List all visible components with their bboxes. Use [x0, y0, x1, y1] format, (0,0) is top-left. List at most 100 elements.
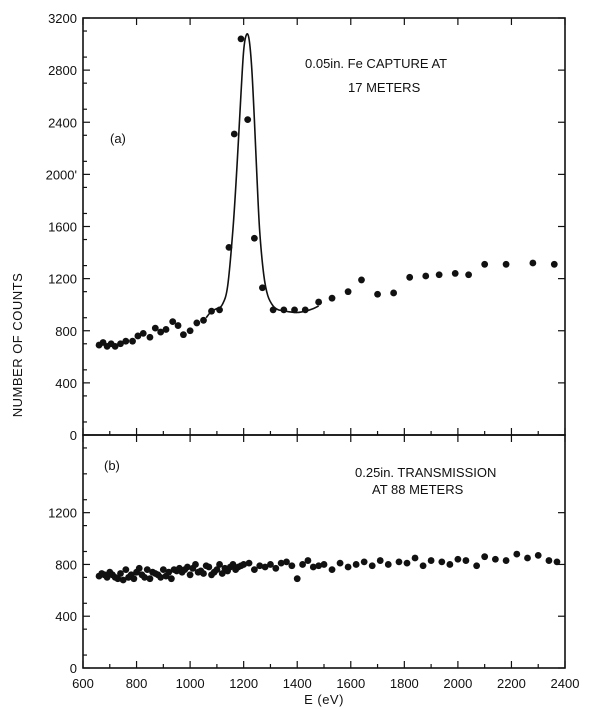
- data-point: [103, 573, 111, 581]
- panel-a-points: [95, 35, 558, 350]
- data-point: [208, 307, 215, 315]
- data-point: [218, 570, 226, 577]
- data-point: [245, 559, 253, 567]
- data-point: [157, 328, 165, 336]
- data-point: [336, 559, 344, 567]
- data-point: [119, 576, 127, 584]
- x-tick-label: 2400: [551, 676, 580, 691]
- x-tick-label: 2200: [497, 676, 526, 691]
- panel-a-y-tick-label: 800: [55, 324, 77, 339]
- data-point: [309, 563, 317, 571]
- data-point: [250, 234, 258, 242]
- panel-a-y-tick-label: 0: [70, 428, 77, 443]
- data-point: [481, 553, 489, 561]
- data-point: [358, 276, 365, 284]
- x-axis-title: E (eV): [304, 692, 344, 707]
- data-point: [451, 270, 459, 277]
- panel-b-y-tick-label: 800: [55, 557, 77, 572]
- data-point: [213, 566, 221, 574]
- data-point: [250, 566, 258, 574]
- data-point: [502, 260, 510, 268]
- data-point: [553, 558, 561, 566]
- data-point: [534, 551, 542, 559]
- data-point: [462, 557, 470, 564]
- panel-b-label: (b): [104, 458, 120, 473]
- data-point: [438, 558, 446, 566]
- panel-b-points: [95, 550, 561, 584]
- panel-a-y-tick-label: 1200: [48, 272, 77, 287]
- data-point: [159, 566, 167, 574]
- panel-a-y-tick-label: 2800: [48, 63, 77, 78]
- data-point: [384, 561, 392, 568]
- panel-b-y-axis: 0 400 800 1200: [48, 447, 565, 676]
- data-point: [184, 563, 191, 571]
- y-axis-title: NUMBER OF COUNTS: [10, 273, 25, 418]
- data-point: [134, 332, 142, 340]
- data-point: [139, 329, 147, 337]
- data-point: [320, 561, 328, 568]
- data-point: [291, 306, 298, 314]
- data-point: [186, 571, 194, 579]
- x-tick-label: 1200: [229, 676, 258, 691]
- x-tick-label: 1800: [390, 676, 419, 691]
- data-point: [513, 550, 521, 558]
- data-point: [419, 562, 427, 570]
- data-point: [129, 337, 136, 345]
- data-point: [267, 561, 274, 568]
- data-point: [117, 340, 124, 348]
- data-point: [315, 298, 323, 306]
- data-point: [360, 558, 368, 566]
- data-point: [256, 562, 264, 570]
- data-point: [192, 561, 199, 568]
- panel-a-y-tick-label: 400: [55, 376, 77, 391]
- data-point: [288, 562, 296, 570]
- data-point: [368, 562, 376, 570]
- data-point: [237, 35, 245, 43]
- panel-b-y-tick-label: 0: [70, 661, 77, 676]
- panel-a-frame: [82, 17, 566, 436]
- data-point: [200, 316, 207, 324]
- data-point: [244, 116, 252, 124]
- data-point: [293, 575, 301, 583]
- x-tick-label: 1600: [336, 676, 365, 691]
- data-point: [230, 130, 238, 138]
- data-point: [261, 563, 269, 571]
- data-point: [395, 558, 403, 566]
- data-point: [269, 306, 277, 314]
- panel-a-annotation-line-2: 17 METERS: [348, 80, 421, 95]
- panel-a-y-tick-label: 1600: [48, 220, 77, 235]
- data-point: [111, 342, 119, 350]
- data-point: [328, 566, 336, 574]
- data-point: [216, 306, 223, 314]
- x-tick-label: 1400: [283, 676, 312, 691]
- data-point: [186, 327, 194, 335]
- panel-b-y-tick-label: 400: [55, 609, 77, 624]
- data-point: [446, 561, 454, 568]
- data-point: [205, 563, 213, 571]
- data-point: [146, 333, 154, 341]
- data-point: [216, 561, 223, 568]
- data-point: [422, 272, 430, 280]
- data-point: [299, 561, 306, 568]
- data-point: [328, 294, 336, 302]
- data-point: [435, 271, 443, 279]
- panel-b-annotation-line-1: 0.25in. TRANSMISSION: [355, 465, 496, 480]
- panel-b-annotation-line-2: AT 88 METERS: [372, 482, 464, 497]
- data-point: [117, 570, 124, 577]
- data-point: [180, 331, 187, 339]
- data-point: [193, 319, 201, 327]
- data-point: [491, 555, 499, 563]
- data-point: [304, 557, 312, 564]
- data-point: [277, 559, 285, 567]
- data-point: [165, 568, 173, 576]
- data-point: [374, 290, 381, 298]
- data-point: [146, 575, 154, 583]
- panel-a: 0 400 800 1200 1600 2000' 2400 2800 3200 (a) 0.0…: [46, 11, 566, 443]
- data-point: [114, 575, 122, 583]
- data-point: [411, 554, 419, 562]
- data-point: [301, 306, 309, 314]
- data-point: [481, 260, 489, 268]
- data-point: [157, 573, 165, 581]
- data-point: [169, 318, 177, 326]
